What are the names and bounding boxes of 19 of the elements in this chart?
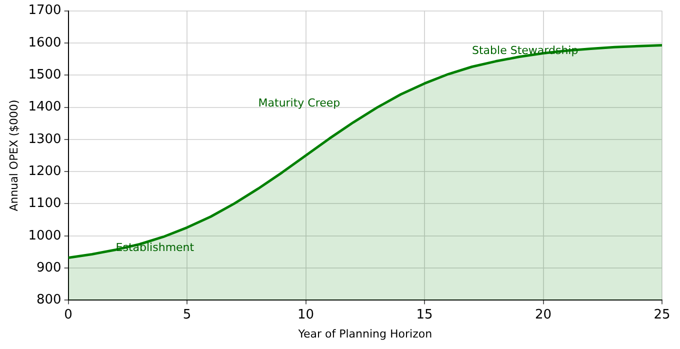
y-tick-label: 1700 xyxy=(28,3,62,18)
y-axis-title: Annual OPEX ($000) xyxy=(7,100,20,212)
y-tick-label: 1500 xyxy=(28,67,62,82)
y-tick-label: 1400 xyxy=(28,100,62,115)
y-tick-label: 1300 xyxy=(28,132,62,147)
y-tick-label: 1200 xyxy=(28,164,62,179)
x-tick-label: 25 xyxy=(654,307,670,322)
x-axis-title: Year of Planning Horizon xyxy=(297,327,432,340)
annotation: Maturity Creep xyxy=(258,96,340,110)
y-tick-label: 1100 xyxy=(28,196,62,212)
y-tick-label: 1600 xyxy=(28,35,62,50)
y-tick-label: 800 xyxy=(36,292,62,308)
x-tick-label: 10 xyxy=(297,307,314,322)
y-tick-label: 900 xyxy=(36,260,62,276)
x-tick-label: 20 xyxy=(534,307,552,322)
y-tick-label: 1000 xyxy=(28,228,62,244)
x-tick-label: 0 xyxy=(64,307,72,322)
x-tick-label: 15 xyxy=(416,307,433,322)
x-tick-label: 5 xyxy=(182,307,192,322)
